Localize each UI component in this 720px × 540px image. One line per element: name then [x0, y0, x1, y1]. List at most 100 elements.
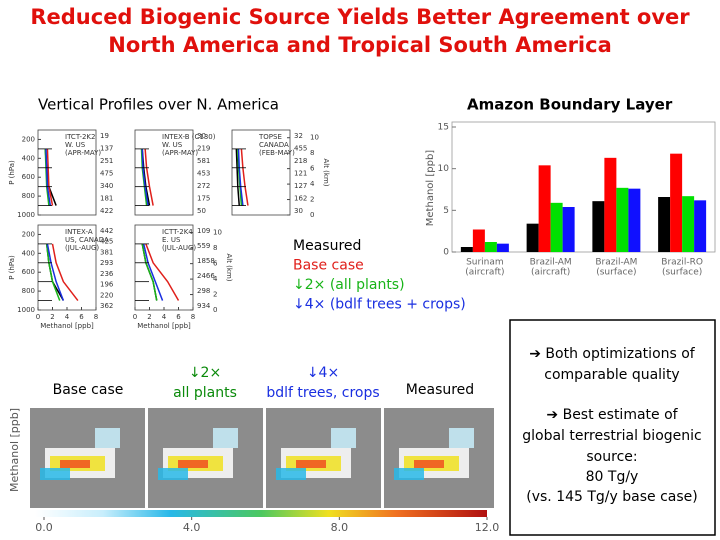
x-tick-label: 4 [65, 313, 70, 321]
profile-count: 272 [197, 182, 210, 190]
y-tick-label: 400 [22, 249, 35, 257]
profile-count: 2466 [197, 272, 215, 280]
colorbar-tick-label: 0.0 [35, 521, 53, 534]
profile-label: E. US [162, 236, 181, 244]
profile-count: 475 [100, 170, 113, 178]
bar [550, 202, 563, 252]
profile-count: 175 [197, 195, 210, 203]
x-tick-label: (aircraft) [465, 268, 504, 278]
y-tick-label: 200 [22, 135, 35, 143]
y2-tick-label: 6 [213, 260, 218, 268]
x-tick-label: 6 [176, 313, 181, 321]
profile-count: 181 [100, 195, 113, 203]
profile-line [145, 243, 180, 301]
map-blob [95, 428, 120, 448]
profile-label: (APR-MAY) [65, 149, 101, 157]
profile-line [141, 243, 158, 301]
map-label: ↓2× [189, 365, 221, 381]
x-tick-label: (aircraft) [531, 268, 570, 278]
profile-count: 220 [100, 291, 113, 299]
bar [694, 200, 707, 252]
y-tick-label: 1000 [17, 211, 35, 219]
bar [604, 157, 617, 252]
plot-frame [451, 121, 716, 253]
y-tick-label: 600 [22, 173, 35, 181]
note-line: 80 Tg/y [586, 469, 639, 485]
profile-count: 1858 [197, 257, 215, 265]
y2-tick-label: 2 [213, 291, 217, 299]
profile-label: (APR-MAY) [162, 149, 198, 157]
map-y-label: Methanol [ppb] [8, 408, 21, 492]
profile-line [141, 148, 149, 206]
x-tick-label: Brazil-AM [530, 258, 572, 268]
y2-tick-label: 2 [310, 196, 314, 204]
map-blob [158, 468, 188, 480]
y2-axis-label: Alt (km) [225, 253, 233, 281]
map-blob [40, 468, 70, 480]
profile-count: 362 [100, 302, 113, 310]
bar [460, 247, 473, 252]
note-line: global terrestrial biogenic [522, 428, 701, 444]
profiles-heading: Vertical Profiles over N. America [38, 96, 279, 114]
y-axis-label: P (hPa) [8, 255, 16, 280]
x-tick-label: 0 [36, 313, 40, 321]
legend-entry: Measured [293, 238, 361, 254]
profile-count: 442 [100, 227, 113, 235]
profile-line [142, 243, 164, 301]
profile-label: ITCT-2K2 [65, 133, 95, 141]
profile-count: 455 [294, 145, 307, 153]
bar [472, 229, 485, 252]
profile-count: 298 [197, 287, 210, 295]
title-line: North America and Tropical South America [108, 33, 612, 57]
map-label: Measured [406, 382, 474, 398]
x-tick-label: 8 [94, 313, 98, 321]
legend-entry: Base case [293, 258, 364, 274]
profile-label: INTEX-A [65, 228, 93, 236]
profile-count: 121 [294, 170, 307, 178]
note-line: source: [586, 449, 637, 465]
x-tick-label: Surinam [466, 258, 504, 268]
profile-count: 30 [197, 132, 206, 140]
profile-line [46, 243, 65, 301]
map-label: bdlf trees, crops [266, 385, 379, 401]
x-tick-label: (surface) [596, 268, 636, 278]
map-blob [331, 428, 356, 448]
bar [562, 207, 575, 252]
profile-count: 934 [197, 302, 211, 310]
profile-count: 236 [100, 270, 114, 278]
profile-count: 137 [100, 145, 113, 153]
y-tick-label: 800 [22, 192, 35, 200]
bar [526, 223, 539, 252]
profile-line [46, 148, 54, 206]
x-tick-label: Brazil-RO [661, 258, 703, 268]
profile-count: 196 [100, 281, 114, 289]
bar [592, 201, 605, 252]
y2-tick-label: 10 [310, 134, 319, 142]
x-tick-label: 0 [133, 313, 137, 321]
profile-line [240, 148, 249, 206]
y2-tick-label: 8 [310, 149, 314, 157]
y2-tick-label: 0 [213, 306, 217, 314]
y-tick-label: 10 [438, 164, 450, 174]
profile-count: 218 [294, 157, 307, 165]
note-box [509, 319, 716, 536]
map-blob [60, 460, 90, 468]
map-blob [414, 460, 444, 468]
profile-count: 381 [100, 248, 113, 256]
profile-label: ICTT-2K4 [162, 228, 193, 236]
profile-count: 453 [197, 170, 210, 178]
profile-label: W. US [162, 141, 183, 149]
note-line: ➔ Both optimizations of [529, 346, 696, 362]
y-tick-label: 1000 [17, 306, 35, 314]
y-tick-label: 15 [438, 123, 449, 133]
profile-label: (FEB-MAY) [259, 149, 295, 157]
x-tick-label: 6 [79, 313, 84, 321]
profile-count: 251 [100, 157, 113, 165]
y2-tick-label: 4 [310, 180, 315, 188]
y2-tick-label: 6 [310, 165, 315, 173]
x-tick-label: 4 [162, 313, 167, 321]
colorbar [35, 510, 487, 517]
map-blob [449, 428, 474, 448]
profile-line [237, 148, 244, 206]
